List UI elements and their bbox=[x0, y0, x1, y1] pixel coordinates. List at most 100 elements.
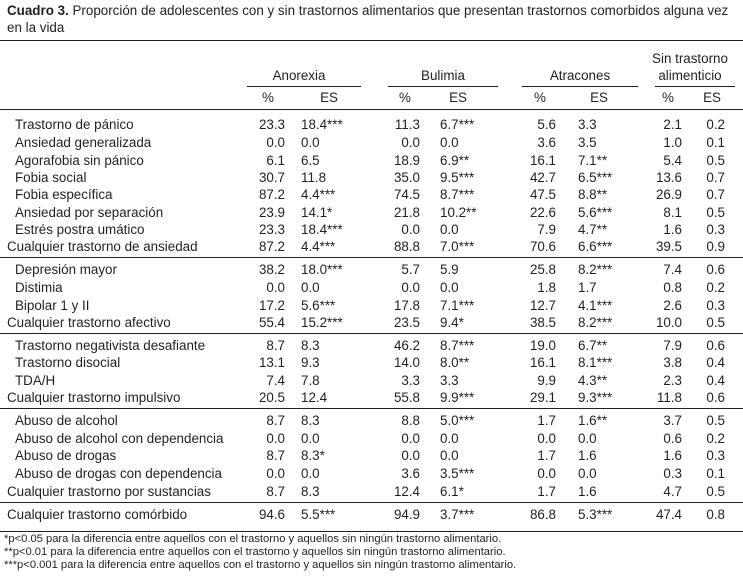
row-label-ansiedad-separacion: Ansiedad por separación bbox=[15, 205, 164, 220]
row-label-fobia-especifica: Fobia específica bbox=[15, 187, 113, 202]
cell-ansiedad-generalizada-bulimia-pct: 0.0 bbox=[401, 135, 420, 150]
cell-drogas-dependencia-anorexia-pct: 0.0 bbox=[266, 466, 285, 481]
cell-alcohol-dependencia-bulimia-es: 0.0 bbox=[440, 431, 459, 446]
subheader-es-anorexia: ES bbox=[320, 90, 338, 105]
cell-bipolar-bulimia-es: 7.1*** bbox=[440, 298, 475, 313]
cell-tdah-atracones-pct: 9.9 bbox=[537, 373, 556, 388]
row-label-drogas-dependencia: Abuso de drogas con dependencia bbox=[15, 466, 222, 481]
cell-alcohol-dependencia-anorexia-pct: 0.0 bbox=[266, 431, 285, 446]
cell-tdah-sin-trastorno-pct: 2.3 bbox=[663, 373, 682, 388]
cell-cualquier-afectivo-bulimia-pct: 23.5 bbox=[393, 315, 420, 330]
cell-cualquier-impulsivo-anorexia-es: 12.4 bbox=[301, 390, 328, 405]
cell-cualquier-comorbido-sin-trastorno-es: 0.8 bbox=[706, 507, 725, 522]
section-rule bbox=[0, 257, 743, 258]
cell-disocial-bulimia-pct: 14.0 bbox=[393, 355, 420, 370]
cell-cualquier-comorbido-atracones-es: 5.3*** bbox=[578, 507, 613, 522]
cell-estres-postraumatico-atracones-es: 4.7** bbox=[578, 222, 608, 237]
group-header-bulimia: Bulimia bbox=[421, 68, 465, 83]
row-label-panico: Trastorno de pánico bbox=[15, 117, 134, 132]
cell-agorafobia-atracones-es: 7.1** bbox=[578, 153, 608, 168]
cell-negativista-desafiante-atracones-es: 6.7** bbox=[578, 338, 608, 353]
cell-drogas-dependencia-sin-trastorno-es: 0.1 bbox=[706, 466, 725, 481]
subheader-pct-sin-trastorno: % bbox=[662, 90, 674, 105]
cell-disocial-anorexia-pct: 13.1 bbox=[258, 355, 285, 370]
cell-bipolar-atracones-es: 4.1*** bbox=[578, 298, 613, 313]
group-underline-atracones bbox=[522, 86, 638, 87]
cell-drogas-dependencia-atracones-pct: 0.0 bbox=[537, 466, 556, 481]
row-label-distimia: Distimia bbox=[15, 280, 63, 295]
cell-bipolar-anorexia-pct: 17.2 bbox=[258, 298, 285, 313]
cell-agorafobia-anorexia-es: 6.5 bbox=[301, 153, 320, 168]
group-header-anorexia: Anorexia bbox=[272, 68, 326, 83]
cell-cualquier-afectivo-anorexia-es: 15.2*** bbox=[301, 315, 343, 330]
row-label-agorafobia: Agorafobia sin pánico bbox=[15, 153, 144, 168]
caption-text: Proporción de adolescentes con y sin tra… bbox=[7, 3, 729, 35]
cell-cualquier-comorbido-anorexia-es: 5.5*** bbox=[301, 507, 336, 522]
cell-disocial-sin-trastorno-es: 0.4 bbox=[706, 355, 725, 370]
row-label-cualquier-comorbido: Cualquier trastorno comórbido bbox=[7, 507, 188, 522]
cell-ansiedad-separacion-anorexia-pct: 23.9 bbox=[258, 205, 285, 220]
cell-negativista-desafiante-anorexia-pct: 8.7 bbox=[266, 338, 285, 353]
bottom-rule bbox=[0, 531, 743, 532]
cell-fobia-social-anorexia-pct: 30.7 bbox=[258, 170, 285, 185]
cell-tdah-atracones-es: 4.3** bbox=[578, 373, 608, 388]
cell-cualquier-ansiedad-atracones-es: 6.6*** bbox=[578, 239, 613, 254]
cell-cualquier-ansiedad-anorexia-es: 4.4*** bbox=[301, 239, 336, 254]
cell-cualquier-comorbido-sin-trastorno-pct: 47.4 bbox=[655, 507, 682, 522]
group-header-sin-trastorno-line1: Sin trastorno bbox=[652, 51, 728, 66]
cell-fobia-especifica-bulimia-es: 8.7*** bbox=[440, 187, 475, 202]
cell-depresion-mayor-bulimia-es: 5.9 bbox=[440, 262, 459, 277]
cell-cualquier-sustancias-anorexia-pct: 8.7 bbox=[266, 484, 285, 499]
cell-cualquier-sustancias-sin-trastorno-pct: 4.7 bbox=[663, 484, 682, 499]
cell-fobia-especifica-anorexia-es: 4.4*** bbox=[301, 187, 336, 202]
cell-abuso-drogas-anorexia-pct: 8.7 bbox=[266, 448, 285, 463]
cell-cualquier-impulsivo-sin-trastorno-es: 0.6 bbox=[706, 390, 725, 405]
cell-bipolar-atracones-pct: 12.7 bbox=[529, 298, 556, 313]
cell-fobia-social-sin-trastorno-es: 0.7 bbox=[706, 170, 725, 185]
cell-cualquier-afectivo-atracones-es: 8.2*** bbox=[578, 315, 613, 330]
cell-depresion-mayor-bulimia-pct: 5.7 bbox=[401, 262, 420, 277]
cell-ansiedad-separacion-anorexia-es: 14.1* bbox=[301, 205, 333, 220]
row-label-alcohol-dependencia: Abuso de alcohol con dependencia bbox=[15, 431, 224, 446]
row-label-cualquier-sustancias: Cualquier trastorno por sustancias bbox=[7, 484, 211, 499]
cell-cualquier-comorbido-bulimia-es: 3.7*** bbox=[440, 507, 475, 522]
cell-distimia-sin-trastorno-es: 0.2 bbox=[706, 280, 725, 295]
cell-depresion-mayor-anorexia-pct: 38.2 bbox=[258, 262, 285, 277]
row-label-tdah: TDA/H bbox=[15, 373, 56, 388]
cell-alcohol-dependencia-bulimia-pct: 0.0 bbox=[401, 431, 420, 446]
cell-cualquier-afectivo-atracones-pct: 38.5 bbox=[529, 315, 556, 330]
subheader-es-sin-trastorno: ES bbox=[703, 90, 721, 105]
cell-abuso-drogas-atracones-pct: 1.7 bbox=[537, 448, 556, 463]
cell-ansiedad-generalizada-sin-trastorno-es: 0.1 bbox=[706, 135, 725, 150]
cell-fobia-social-bulimia-es: 9.5*** bbox=[440, 170, 475, 185]
cell-negativista-desafiante-sin-trastorno-es: 0.6 bbox=[706, 338, 725, 353]
subheader-pct-atracones: % bbox=[534, 90, 546, 105]
cell-estres-postraumatico-bulimia-pct: 0.0 bbox=[401, 222, 420, 237]
cell-panico-atracones-es: 3.3 bbox=[578, 117, 597, 132]
cell-fobia-especifica-bulimia-pct: 74.5 bbox=[393, 187, 420, 202]
cell-disocial-atracones-es: 8.1*** bbox=[578, 355, 613, 370]
row-label-ansiedad-generalizada: Ansiedad generalizada bbox=[15, 135, 152, 150]
cell-ansiedad-generalizada-anorexia-pct: 0.0 bbox=[266, 135, 285, 150]
cell-cualquier-afectivo-anorexia-pct: 55.4 bbox=[258, 315, 285, 330]
cell-tdah-anorexia-es: 7.8 bbox=[301, 373, 320, 388]
cell-agorafobia-anorexia-pct: 6.1 bbox=[266, 153, 285, 168]
cell-abuso-alcohol-bulimia-es: 5.0*** bbox=[440, 413, 475, 428]
cell-panico-anorexia-es: 18.4*** bbox=[301, 117, 343, 132]
cell-bipolar-sin-trastorno-pct: 2.6 bbox=[663, 298, 682, 313]
cell-bipolar-bulimia-pct: 17.8 bbox=[393, 298, 420, 313]
cell-bipolar-anorexia-es: 5.6*** bbox=[301, 298, 336, 313]
cell-fobia-especifica-atracones-pct: 47.5 bbox=[529, 187, 556, 202]
cell-drogas-dependencia-atracones-es: 0.0 bbox=[578, 466, 597, 481]
cell-cualquier-ansiedad-sin-trastorno-es: 0.9 bbox=[706, 239, 725, 254]
top-rule bbox=[0, 40, 743, 41]
cell-distimia-sin-trastorno-pct: 0.8 bbox=[663, 280, 682, 295]
cell-alcohol-dependencia-atracones-es: 0.0 bbox=[578, 431, 597, 446]
cell-abuso-drogas-bulimia-pct: 0.0 bbox=[401, 448, 420, 463]
cell-cualquier-comorbido-bulimia-pct: 94.9 bbox=[393, 507, 420, 522]
cell-fobia-especifica-anorexia-pct: 87.2 bbox=[258, 187, 285, 202]
cell-drogas-dependencia-anorexia-es: 0.0 bbox=[301, 466, 320, 481]
cell-alcohol-dependencia-sin-trastorno-pct: 0.6 bbox=[663, 431, 682, 446]
subheader-pct-anorexia: % bbox=[262, 90, 274, 105]
cell-panico-sin-trastorno-pct: 2.1 bbox=[663, 117, 682, 132]
